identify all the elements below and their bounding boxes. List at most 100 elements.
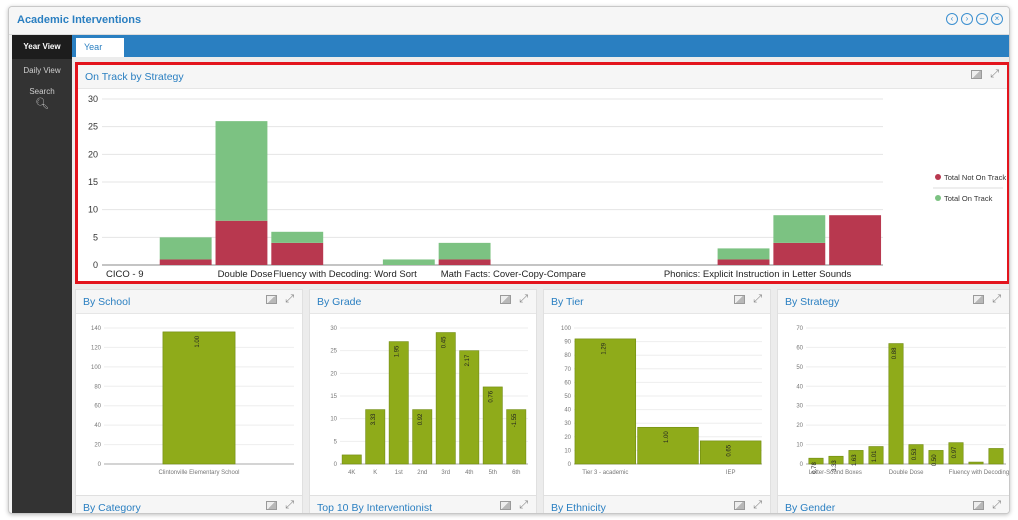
y-tick-label: 80 [564,353,571,359]
x-tick-label: 4th [465,470,473,476]
export-image-icon[interactable] [500,295,512,304]
export-image-icon[interactable] [266,501,278,510]
data-label: 0.97 [952,446,958,458]
prev-icon[interactable]: ‹ [946,13,958,25]
y-tick-label: 0 [800,462,804,468]
bar [435,332,456,465]
panel-title: By Tier [551,296,584,308]
bar-segment [159,259,212,265]
x-tick-label: Fluency with Decoding: W [949,470,1009,476]
data-label: 1.01 [872,450,878,462]
bar-segment [829,215,882,265]
expand-icon[interactable]: ⤢ [519,293,528,305]
sidebar-item-daily-view[interactable]: Daily View [23,66,61,75]
export-image-icon[interactable] [973,501,985,510]
bar [506,409,527,465]
export-image-icon[interactable] [734,501,746,510]
bar [868,446,884,465]
x-tick-label: 4K [348,470,355,476]
data-label: 2.17 [465,354,471,366]
expand-icon[interactable]: ⤢ [992,293,1001,305]
x-tick-label: IEP [726,470,736,476]
y-tick-label: 10 [330,417,337,423]
expand-icon[interactable]: ⤢ [990,68,999,80]
panel-by-strategy: By Strategy ⤢ 0 10 20 30 40 50 60 70 0.78 Letter-… [777,289,1009,509]
y-tick-label: 15 [88,177,98,187]
x-tick-label: 5th [489,470,497,476]
panel-title: Top 10 By Interventionist [317,502,432,514]
expand-icon[interactable]: ⤢ [753,499,762,511]
export-image-icon[interactable] [973,295,985,304]
panel-by-ethnicity: By Ethnicity ⤢ [543,495,771,514]
y-tick-label: 0 [98,462,102,468]
minimize-icon[interactable]: – [976,13,988,25]
bar [848,450,864,465]
y-tick-label: 60 [94,404,101,410]
x-tick-label: Clintonville Elementary School [158,470,239,476]
next-icon[interactable]: › [961,13,973,25]
y-tick-label: 50 [564,394,571,400]
search-icon[interactable]: 🔍︎ [35,98,49,110]
bar-segment [717,259,770,265]
data-label: -1.55 [512,413,518,427]
panel-title: By Ethnicity [551,502,606,514]
x-tick-label: 3rd [441,470,450,476]
bar [459,350,480,465]
sidebar-item-search[interactable]: Search [29,87,55,96]
data-label: 0.88 [892,347,898,359]
bar [928,450,944,465]
sidebar: Year View Daily View Search 🔍︎ [12,35,72,513]
y-tick-label: 5 [334,439,338,445]
tab-year[interactable]: Year [76,38,124,57]
y-tick-label: 25 [330,349,337,355]
x-tick-label: Tier 3 - academic [582,470,628,476]
bar [828,455,844,465]
dashboard: On Track by Strategy ⤢ 0 5 10 15 20 25 30 CICO … [72,57,1009,513]
tab-bar: Year [72,35,1009,57]
y-tick-label: 30 [564,421,571,427]
panel-title: On Track by Strategy [85,71,184,83]
export-image-icon[interactable] [971,70,983,79]
panel-on-track-by-strategy: On Track by Strategy ⤢ 0 5 10 15 20 25 30 CICO … [75,62,1009,284]
bar [968,461,984,465]
x-tick-label: Double Dose [889,470,924,476]
bar-segment [773,242,826,265]
y-tick-label: 0 [93,260,98,270]
panel-by-gender: By Gender ⤢ [777,495,1009,513]
by-tier-chart: 0 10 20 30 40 50 60 70 80 90 100 1.29 Tier 3 - acade… [561,326,762,476]
expand-icon[interactable]: ⤢ [753,293,762,305]
legend-marker [935,174,941,180]
bar [162,331,236,465]
data-label: 0.45 [442,336,448,348]
bar [365,409,386,465]
y-tick-label: 90 [564,340,571,346]
export-image-icon[interactable] [734,295,746,304]
expand-icon[interactable]: ⤢ [285,499,294,511]
y-tick-label: 70 [564,367,571,373]
bar [412,409,433,465]
sidebar-item-year-view[interactable]: Year View [12,35,72,59]
bar-segment [382,259,435,265]
export-image-icon[interactable] [266,295,278,304]
x-tick-label: Fluency with Decoding: Word Sort [273,269,417,280]
x-tick-label: 2nd [417,470,427,476]
by-grade-chart: 0 5 10 15 20 25 30 4K 3.33 K 1.95 1st 0.92 2nd 0.45 3rd… [330,326,528,476]
expand-icon[interactable]: ⤢ [519,499,528,511]
x-tick-label: Double Dose [218,269,273,280]
y-tick-label: 100 [91,365,102,371]
panel-title: By Strategy [785,296,840,308]
panel-by-tier: By Tier ⤢ 0 10 20 30 40 50 60 70 80 90 100 1.29 Tier… [543,289,771,509]
close-icon[interactable]: × [991,13,1003,25]
data-label: 0.65 [727,444,733,456]
export-image-icon[interactable] [500,501,512,510]
expand-icon[interactable]: ⤢ [992,499,1001,511]
y-tick-label: 80 [94,384,101,390]
x-tick-label: 1st [395,470,403,476]
y-tick-label: 50 [796,365,803,371]
panel-by-school: By School ⤢ 0 20 40 60 80 100 120 140 1.00 Clinto… [75,289,303,509]
panel-header: By Ethnicity ⤢ [544,496,770,514]
x-tick-label: Letter-Sound Boxes [809,470,862,476]
x-tick-label: Phonics: Explicit Instruction in Letter … [664,269,852,280]
expand-icon[interactable]: ⤢ [285,293,294,305]
panel-title: By School [83,296,131,308]
